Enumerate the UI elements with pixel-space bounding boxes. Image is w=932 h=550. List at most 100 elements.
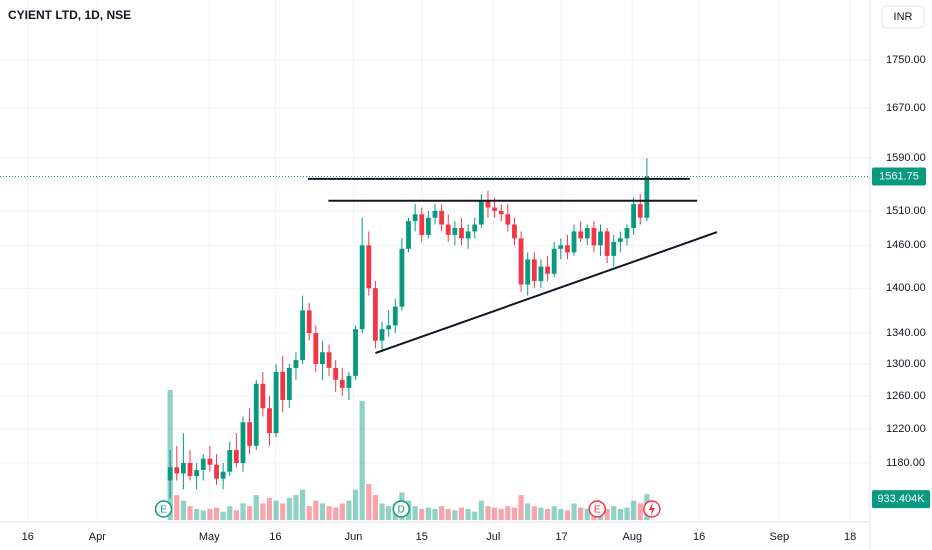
volume-bar — [631, 500, 637, 520]
x-tick-label: 16 — [693, 531, 705, 543]
volume-bar — [266, 497, 273, 520]
volume-bar — [604, 508, 610, 520]
candle-body — [578, 231, 584, 239]
candle-body — [333, 367, 339, 380]
candle-body — [644, 176, 650, 218]
volume-bar — [293, 495, 299, 520]
candle-body — [512, 224, 517, 239]
event-label: E — [594, 505, 601, 516]
currency[interactable]: INR — [894, 11, 913, 23]
volume-bar — [544, 508, 551, 520]
candle-body — [227, 450, 233, 472]
volume-bar — [465, 508, 471, 520]
volume-bar — [220, 511, 226, 520]
candle-body — [518, 238, 524, 285]
volume-bar — [505, 506, 511, 520]
candle-body — [174, 467, 180, 474]
volume-bar — [525, 503, 531, 520]
chart-title: CYIENT LTD, 1D, NSE — [8, 8, 131, 22]
volume-bar — [180, 500, 187, 520]
candle-body — [326, 352, 332, 368]
y-tick-label: 1510.00 — [886, 205, 926, 217]
volume-bar — [412, 506, 418, 520]
candle-body — [313, 333, 319, 364]
volume-bar — [478, 500, 484, 520]
volume-bar — [213, 507, 220, 520]
volume-bar — [571, 503, 577, 520]
candle-body — [267, 408, 272, 434]
x-tick-label: 16 — [22, 531, 34, 543]
volume-bar — [458, 507, 465, 520]
volume-bar — [346, 500, 352, 520]
volume-bar — [194, 508, 200, 520]
candle-body — [545, 266, 550, 274]
volume-bar — [518, 495, 524, 520]
last-volume-label: 933.404K — [877, 493, 925, 505]
candle-body — [492, 207, 497, 211]
event-badge — [588, 500, 606, 518]
candle-body — [247, 422, 253, 446]
currency-box[interactable] — [881, 5, 925, 29]
candle-body — [617, 238, 623, 242]
y-tick-label: 1460.00 — [886, 239, 926, 251]
candle-body — [353, 329, 358, 376]
candle-body — [637, 204, 643, 218]
volume-bar — [200, 510, 206, 520]
candle-body — [551, 248, 557, 274]
volume-bar — [498, 508, 504, 520]
y-tick-label: 1300.00 — [886, 358, 926, 370]
volume-bar — [306, 506, 312, 520]
event-badge — [392, 500, 410, 518]
volume-bar — [452, 510, 458, 520]
x-tick-label: 17 — [555, 531, 567, 543]
last-price-box — [872, 167, 926, 186]
candle-body — [425, 217, 431, 235]
candle-body — [591, 227, 597, 246]
volume-bar — [339, 503, 345, 520]
volume-bar — [240, 503, 246, 520]
x-tick-label: 16 — [269, 531, 281, 543]
candle-body — [240, 422, 246, 463]
candle-body — [399, 248, 405, 307]
y-tick-label: 1260.00 — [886, 390, 926, 402]
candle-body — [373, 288, 378, 341]
volume-bar — [253, 495, 259, 520]
volume-bar — [491, 507, 498, 520]
volume-bar — [319, 503, 326, 520]
candle-body — [584, 227, 590, 239]
candle-body — [412, 214, 418, 222]
y-tick-label: 1670.00 — [886, 102, 926, 114]
y-tick-label: 1750.00 — [886, 54, 926, 66]
x-tick-label: Apr — [89, 531, 106, 543]
volume-bar — [227, 506, 233, 520]
candle-body — [558, 245, 564, 249]
volume-bar — [624, 507, 630, 520]
candle-body — [300, 310, 305, 361]
candle-body — [538, 266, 544, 281]
candle-body — [286, 367, 292, 401]
volume-bar — [372, 495, 379, 520]
candle-body — [452, 227, 458, 235]
candle-body — [525, 259, 531, 285]
volume-bar — [425, 507, 431, 520]
y-tick-label: 1400.00 — [886, 282, 926, 294]
candle-body — [439, 210, 445, 225]
volume-bar — [359, 401, 365, 520]
volume-bar — [558, 508, 564, 520]
event-label: D — [398, 505, 405, 516]
candle-body — [604, 231, 610, 256]
candle-body — [320, 352, 325, 364]
volume-bar — [174, 495, 180, 520]
x-tick-label: Aug — [623, 531, 643, 543]
candle-body — [346, 375, 352, 388]
event-badge — [154, 500, 173, 518]
candle-body — [187, 462, 193, 477]
volume-bar — [485, 506, 491, 520]
volume-bar — [280, 503, 286, 520]
candle-body — [207, 458, 213, 465]
volume-bar — [439, 506, 445, 520]
candle-body — [406, 221, 411, 249]
